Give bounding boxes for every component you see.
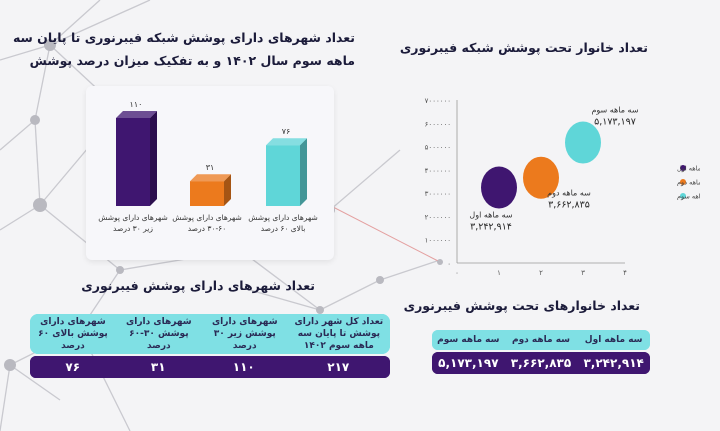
households-table: سه ماهه اول سه ماهه دوم سه ماهه سوم ۳,۲۴… [432, 330, 650, 376]
right-chart-title: تعداد خانوار تحت پوشش شبکه فیبرنوری [399, 40, 648, 55]
bar [190, 181, 224, 206]
bar-category-label: ۳۰-۶۰ درصد [188, 224, 226, 233]
y-tick-label: ۱۰۰۰۰۰۰ [425, 237, 451, 245]
legend-label: سه ماهه اول [677, 165, 700, 173]
legend-marker [680, 179, 686, 185]
y-tick-label: ۲۰۰۰۰۰۰ [425, 213, 451, 221]
cities-header-total: تعداد کل شهر دارای پوشش تا پایان سه ماهه… [287, 314, 390, 354]
x-tick-label: ۳ [581, 269, 585, 277]
cities-header-30to60: شهرهای دارای پوشش ۳۰-۶۰ درصد [115, 314, 202, 354]
y-tick-label: ۵۰۰۰۰۰۰ [425, 144, 451, 152]
point-value-label: ۵,۱۷۳,۱۹۷ [594, 117, 636, 128]
y-tick-label: ۴۰۰۰۰۰۰ [425, 167, 451, 175]
bar-category-label: زیر ۳۰ درصد [113, 224, 153, 233]
bar [116, 118, 150, 206]
legend-label: سه ماهه سوم [677, 193, 700, 201]
point-name-label: سه ماهه دوم [547, 189, 591, 198]
scatter-point [523, 156, 559, 199]
scatter-point [565, 121, 601, 164]
bar-side [300, 138, 307, 206]
households-header-q2: سه ماهه دوم [504, 330, 578, 350]
y-tick-label: ۷۰۰۰۰۰۰ [425, 97, 451, 105]
households-value-q3: ۵,۱۷۳,۱۹۷ [432, 352, 505, 374]
cities-table: تعداد کل شهر دارای پوشش تا پایان سه ماهه… [30, 314, 390, 378]
bar-top [266, 138, 307, 146]
bar-side [224, 174, 231, 206]
cities-table-title: تعداد شهرهای دارای پوشش فیبرنوری [81, 278, 315, 293]
bar-value-label: ۷۶ [282, 127, 291, 136]
scatter-point [481, 166, 517, 209]
households-header-q3: سه ماهه سوم [432, 330, 505, 350]
cities-header-under30: شهرهای دارای پوشش زیر ۳۰ درصد [201, 314, 288, 354]
legend-marker [680, 165, 686, 171]
cities-value-over60: ۷۶ [30, 356, 116, 378]
households-header-q1: سه ماهه اول [577, 330, 650, 350]
y-tick-label: ۳۰۰۰۰۰۰ [425, 190, 451, 198]
households-table-title: تعداد خانوارهای تحت پوشش فیبرنوری [403, 298, 640, 313]
left-chart-title-line1: تعداد شهرهای دارای پوشش شبکه فیبرنوری تا… [12, 30, 355, 45]
legend-label: سه ماهه دوم [677, 179, 700, 187]
point-name-label: سه ماهه اول [469, 210, 513, 219]
x-tick-label: ۴ [623, 269, 627, 277]
households-value-q1: ۳,۲۴۲,۹۱۴ [577, 352, 650, 374]
point-value-label: ۳,۶۶۲,۸۳۵ [548, 200, 590, 211]
bar [266, 145, 300, 206]
cities-value-under30: ۱۱۰ [201, 356, 287, 378]
bar-value-label: ۱۱۰ [130, 100, 143, 109]
point-value-label: ۳,۲۴۲,۹۱۴ [470, 221, 512, 232]
bar-category-label: شهرهای دارای پوشش [172, 213, 242, 222]
legend-marker [680, 193, 686, 199]
y-tick-label: ۶۰۰۰۰۰۰ [425, 120, 451, 128]
bar-side [150, 111, 157, 206]
x-tick-label: ۰ [455, 269, 459, 277]
cities-header-over60: شهرهای دارای پوشش بالای ۶۰ درصد [30, 314, 116, 354]
left-chart-title-line2: ماهه سوم سال ۱۴۰۲ و به تفکیک میزان درصد … [29, 53, 355, 68]
cities-value-total: ۲۱۷ [286, 356, 390, 378]
cities-value-30to60: ۳۱ [115, 356, 201, 378]
bar-top [116, 111, 157, 118]
scatter-chart: ۰ ۱۰۰۰۰۰۰ ۲۰۰۰۰۰۰ ۳۰۰۰۰۰۰ ۴۰۰۰۰۰۰ ۵۰۰۰۰۰۰ ۶۰۰۰… [425, 97, 700, 277]
bar-category-label: شهرهای دارای پوشش [98, 213, 168, 222]
households-value-q2: ۳,۶۶۲,۸۳۵ [504, 352, 578, 374]
bar-category-label: شهرهای دارای پوشش [248, 213, 318, 222]
bar-category-label: بالای ۶۰ درصد [261, 224, 306, 233]
point-name-label: سه ماهه سوم [591, 106, 638, 115]
x-tick-label: ۲ [539, 269, 543, 277]
bar-top [190, 174, 231, 182]
y-tick-label: ۰ [447, 260, 451, 268]
bar-chart: ۱۱۰ شهرهای دارای پوشش زیر ۳۰ درصد ۳۱ شهرهای … [98, 100, 318, 233]
bar-value-label: ۳۱ [206, 163, 215, 172]
x-tick-label: ۱ [497, 269, 501, 277]
